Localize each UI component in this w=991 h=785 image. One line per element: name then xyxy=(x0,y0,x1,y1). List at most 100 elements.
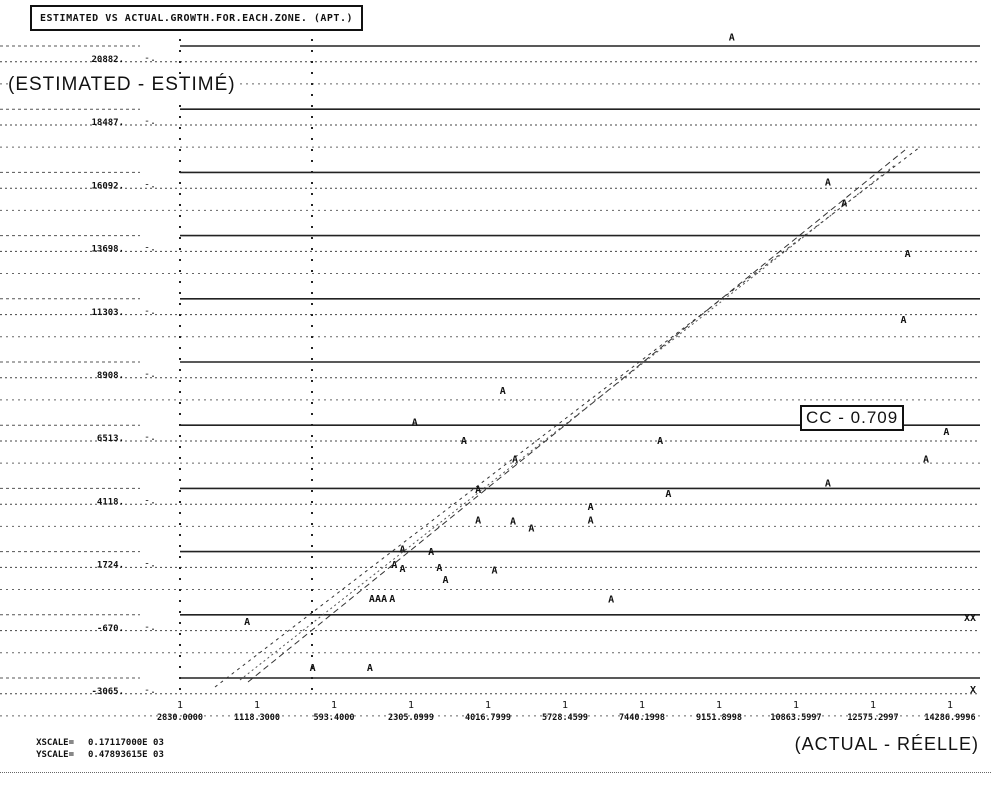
x-axis-label: (ACTUAL - RÉELLE) xyxy=(794,734,979,754)
x-tick-mark: 1 xyxy=(331,700,337,711)
x-tick-mark: 1 xyxy=(485,700,491,711)
x-tick-label: 9151.8998 xyxy=(696,713,742,723)
y-tick-mark: -. xyxy=(144,685,156,696)
data-point: A xyxy=(400,564,406,575)
y-tick-mark: -. xyxy=(144,432,156,443)
horizontal-gridlines xyxy=(0,45,980,717)
y-tick-label: 8908. xyxy=(97,371,124,381)
data-point: A xyxy=(442,575,448,586)
edge-marker: XX xyxy=(964,613,976,624)
correlation-label: CC - 0.709 xyxy=(800,405,905,431)
data-point: A xyxy=(825,478,831,489)
y-tick-label: 11303. xyxy=(91,308,124,318)
data-point: A xyxy=(588,515,594,526)
data-point: A xyxy=(608,595,614,606)
x-tick-label: 1118.3000 xyxy=(234,713,280,723)
y-axis-label: (ESTIMATED - ESTIMÉ) xyxy=(8,74,236,96)
x-tick-mark: 1 xyxy=(562,700,568,711)
x-tick-mark: 1 xyxy=(947,700,953,711)
data-point: A xyxy=(244,617,250,628)
y-tick-label: 13698. xyxy=(91,245,124,255)
chart-title: ESTIMATED VS ACTUAL.GROWTH.FOR.EACH.ZONE… xyxy=(30,5,363,31)
data-point: A xyxy=(825,178,831,189)
data-point: A xyxy=(905,249,911,260)
x-tick-label: 4016.7999 xyxy=(465,713,511,723)
x-tick-label: 2830.0000 xyxy=(157,713,203,723)
y-tick-mark: -. xyxy=(144,559,156,570)
data-point: A xyxy=(381,594,387,605)
x-tick-labels: 1 2830.0000 1 1118.3000 1 593.4000 1 2305.0999 1… xyxy=(157,700,976,723)
y-tick-mark: -. xyxy=(144,369,156,380)
data-point: A xyxy=(729,32,735,43)
data-point: A xyxy=(512,455,518,466)
x-tick-label: 14286.9996 xyxy=(924,713,975,723)
data-point: A xyxy=(391,560,397,571)
edge-marker: X xyxy=(970,685,976,696)
yscale-value: 0.47893615E 03 xyxy=(88,750,164,760)
x-tick-label: 10863.5997 xyxy=(770,713,821,723)
lower-bound-line xyxy=(239,164,896,681)
x-tick-label: 2305.0999 xyxy=(388,713,434,723)
data-point: A xyxy=(900,315,906,326)
fit-line xyxy=(247,149,906,683)
data-point: A xyxy=(475,485,481,496)
y-tick-label: 18487. xyxy=(91,118,124,128)
y-tick-label: 6513. xyxy=(97,434,124,444)
data-point: A xyxy=(923,455,929,466)
data-point: A xyxy=(369,594,375,605)
x-tick-mark: 1 xyxy=(870,700,876,711)
data-point: A xyxy=(528,523,534,534)
x-tick-label: 7440.1998 xyxy=(619,713,665,723)
data-point: A xyxy=(375,594,381,605)
data-point: A xyxy=(310,663,316,674)
data-point: A xyxy=(588,502,594,513)
data-point: A xyxy=(500,386,506,397)
data-point: A xyxy=(510,517,516,528)
data-point: A xyxy=(841,199,847,210)
y-tick-mark: -. xyxy=(144,53,156,64)
y-tick-label: 1724. xyxy=(97,561,124,571)
y-tick-label: 4118. xyxy=(97,497,124,507)
x-tick-mark: 1 xyxy=(254,700,260,711)
y-tick-mark: -. xyxy=(144,179,156,190)
y-tick-mark: -. xyxy=(144,622,156,633)
data-point: A xyxy=(389,594,395,605)
y-tick-mark: -. xyxy=(144,306,156,317)
y-tick-mark: -. xyxy=(144,495,156,506)
y-tick-label: -3065. xyxy=(91,687,124,697)
x-tick-label: 5728.4599 xyxy=(542,713,588,723)
data-point: A xyxy=(367,663,373,674)
data-point: A xyxy=(412,418,418,429)
xscale-key: XSCALE= xyxy=(36,738,74,748)
yscale-key: YSCALE= xyxy=(36,750,74,760)
footer-rule xyxy=(0,772,991,774)
regression-bounds xyxy=(214,146,921,688)
data-point: A xyxy=(461,436,467,447)
data-point: A xyxy=(665,489,671,500)
x-tick-mark: 1 xyxy=(716,700,722,711)
data-point: A xyxy=(657,436,663,447)
y-tick-label: 20882. xyxy=(91,55,124,65)
x-tick-label: 593.4000 xyxy=(314,713,355,723)
data-point: A xyxy=(428,547,434,558)
y-tick-label: 16092. xyxy=(91,181,124,191)
yscale-row: YSCALE= 0.47893615E 03 xyxy=(14,750,164,760)
y-tick-mark: -. xyxy=(144,116,156,127)
xscale-value: 0.17117000E 03 xyxy=(88,738,164,748)
x-tick-mark: 1 xyxy=(177,700,183,711)
x-tick-mark: 1 xyxy=(639,700,645,711)
x-tick-label: 12575.2997 xyxy=(847,713,898,723)
data-point: A xyxy=(943,427,949,438)
y-tick-mark: -. xyxy=(144,243,156,254)
y-tick-labels: 20882. -. 18487. -. 16092. -. 13698. -. 11303. -.… xyxy=(91,53,156,697)
x-tick-mark: 1 xyxy=(793,700,799,711)
data-point: A xyxy=(436,563,442,574)
data-point: A xyxy=(475,515,481,526)
y-tick-label: -670. xyxy=(97,624,124,634)
xscale-row: XSCALE= 0.17117000E 03 xyxy=(14,738,164,748)
x-tick-mark: 1 xyxy=(408,700,414,711)
vertical-dotted-lines xyxy=(179,28,313,692)
data-point: A xyxy=(400,544,406,555)
